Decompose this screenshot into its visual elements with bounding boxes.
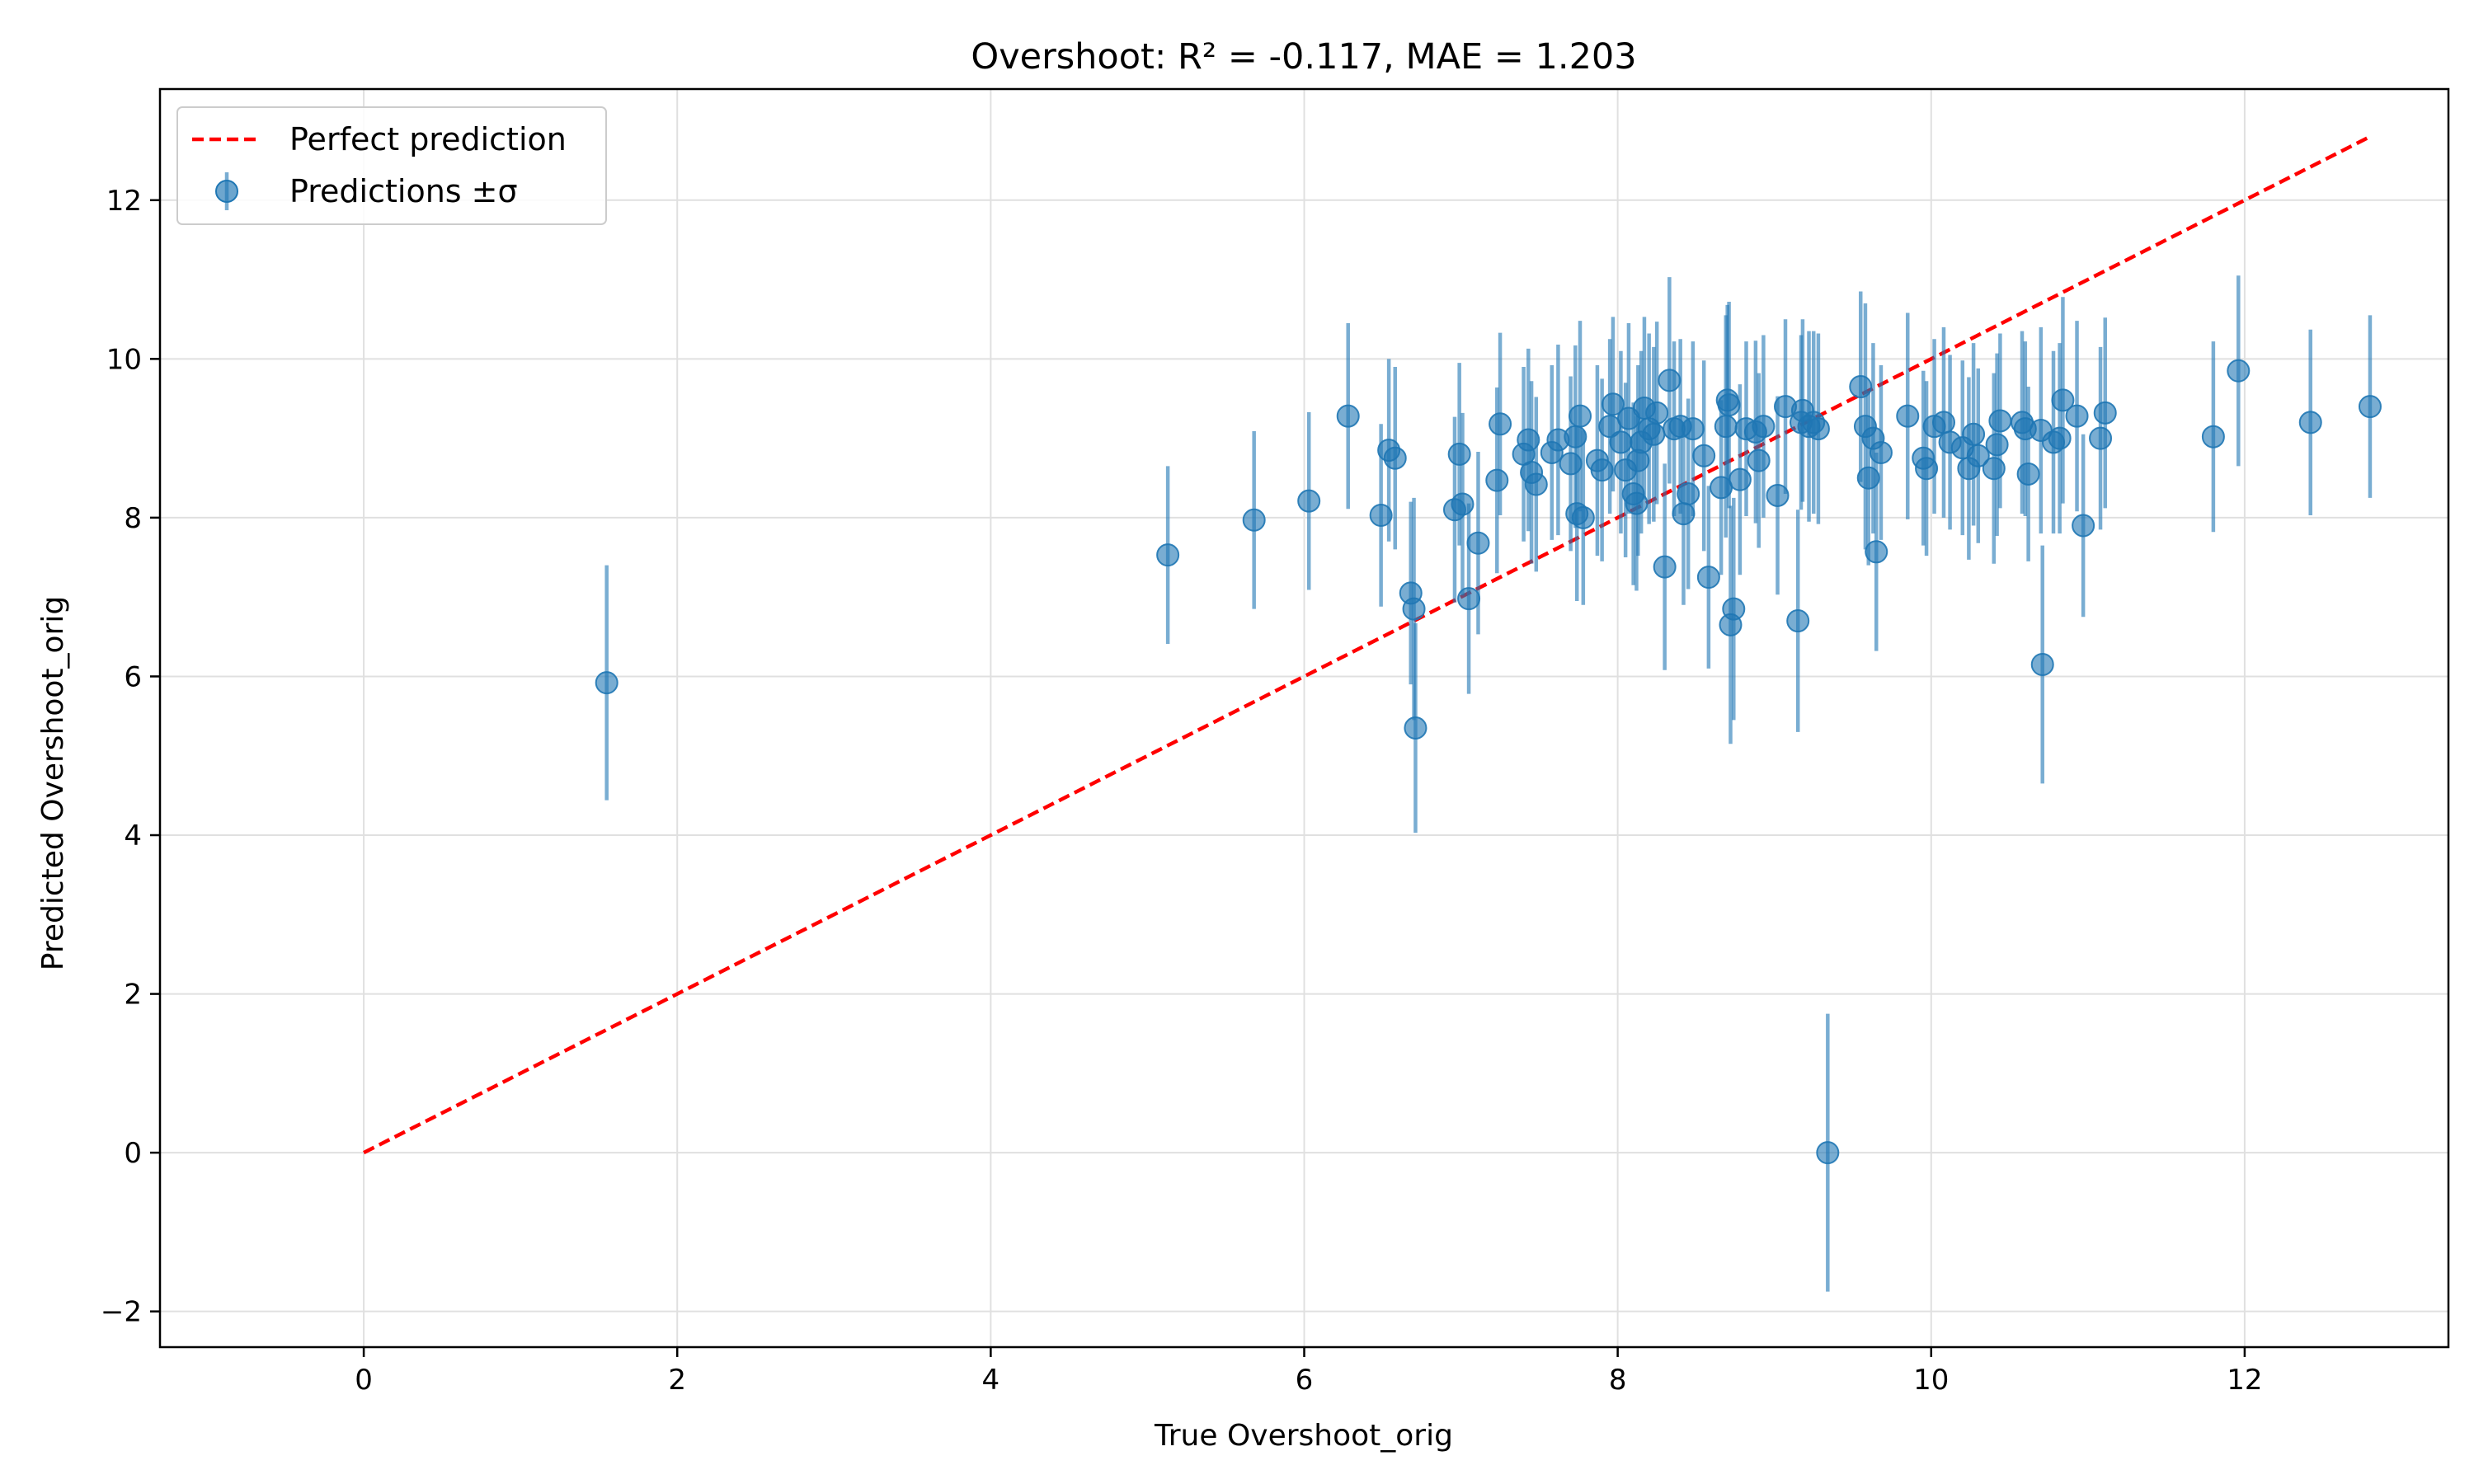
data-point bbox=[2016, 462, 2040, 486]
x-tick-label: 0 bbox=[355, 1364, 373, 1397]
data-point bbox=[1722, 597, 1746, 621]
data-point bbox=[1915, 457, 1939, 481]
legend-item-predictions: Predictions ±σ bbox=[289, 173, 518, 209]
legend: Perfect prediction Predictions ±σ bbox=[176, 106, 607, 225]
data-point bbox=[1672, 502, 1696, 526]
data-point bbox=[1856, 466, 1880, 490]
data-points-layer bbox=[595, 275, 2382, 1292]
data-point bbox=[1571, 505, 1595, 529]
x-tick-label: 10 bbox=[1913, 1364, 1949, 1397]
x-axis-title: True Overshoot_orig bbox=[1154, 1419, 1453, 1453]
data-point bbox=[1625, 491, 1649, 515]
legend-item-perfect-prediction: Perfect prediction bbox=[289, 121, 567, 157]
y-tick-label: 12 bbox=[106, 185, 142, 218]
y-axis-title: Predicted Overshoot_orig bbox=[36, 596, 70, 970]
data-point bbox=[1645, 401, 1669, 425]
data-point bbox=[1786, 609, 1810, 633]
data-point bbox=[1752, 415, 1776, 439]
data-point bbox=[1766, 483, 1790, 507]
data-point bbox=[1747, 448, 1771, 472]
data-point bbox=[1524, 472, 1548, 496]
data-point bbox=[1985, 433, 2009, 457]
data-point bbox=[1457, 587, 1481, 611]
data-point bbox=[2089, 426, 2113, 450]
data-point bbox=[1642, 422, 1666, 446]
data-point bbox=[1609, 430, 1633, 454]
data-point bbox=[1849, 375, 1873, 399]
data-point bbox=[1156, 543, 1180, 567]
data-point bbox=[1447, 442, 1471, 466]
data-point bbox=[1559, 452, 1583, 476]
data-point bbox=[595, 671, 618, 695]
data-point bbox=[1653, 555, 1677, 579]
data-point bbox=[1962, 422, 1986, 446]
y-tick-label: 6 bbox=[124, 660, 142, 693]
data-point bbox=[1728, 467, 1752, 491]
data-point bbox=[1658, 369, 1681, 392]
data-point bbox=[1564, 425, 1587, 448]
data-point bbox=[1466, 531, 1490, 555]
legend-box bbox=[176, 106, 607, 225]
data-point bbox=[1677, 482, 1700, 506]
x-tick-label: 12 bbox=[2227, 1364, 2262, 1397]
data-point bbox=[1865, 540, 1888, 564]
data-point bbox=[1696, 566, 1720, 589]
data-point bbox=[1569, 404, 1592, 428]
data-point bbox=[1336, 404, 1360, 428]
data-point bbox=[1988, 409, 2012, 433]
data-point bbox=[1966, 444, 1990, 467]
data-point bbox=[1485, 468, 1509, 492]
data-point bbox=[1717, 393, 1741, 417]
data-point bbox=[2051, 388, 2075, 412]
data-point bbox=[1451, 492, 1475, 516]
data-point bbox=[1404, 716, 1427, 740]
y-tick-label: 0 bbox=[124, 1137, 142, 1170]
y-tick-label: 8 bbox=[124, 502, 142, 535]
data-point bbox=[1489, 412, 1512, 436]
data-point bbox=[1896, 404, 1920, 428]
data-point bbox=[1692, 444, 1716, 467]
data-point bbox=[1369, 504, 1393, 528]
x-tick-label: 6 bbox=[1296, 1364, 1314, 1397]
reference-line-layer bbox=[363, 134, 2371, 1155]
axis-ticks: 0 2 4 6 8 10 12 −2 0 2 4 6 8 10 12 bbox=[101, 185, 2263, 1397]
data-point bbox=[2298, 411, 2322, 434]
data-point bbox=[2093, 401, 2117, 425]
y-tick-label: −2 bbox=[101, 1296, 142, 1329]
data-point bbox=[1242, 508, 1266, 532]
data-point bbox=[1601, 392, 1625, 416]
legend-marker-swatch bbox=[215, 180, 238, 203]
grid-lines bbox=[160, 89, 2448, 1347]
data-point bbox=[1402, 597, 1426, 621]
data-point bbox=[1590, 458, 1614, 482]
data-point bbox=[1383, 446, 1407, 470]
x-tick-label: 8 bbox=[1609, 1364, 1627, 1397]
data-point bbox=[2030, 653, 2054, 677]
data-point bbox=[1982, 457, 2006, 481]
data-point bbox=[2201, 425, 2225, 448]
data-point bbox=[1714, 415, 1738, 439]
data-point bbox=[1517, 428, 1540, 452]
perfect-prediction-line bbox=[363, 134, 2371, 1155]
data-point bbox=[1681, 417, 1705, 441]
y-tick-label: 2 bbox=[124, 979, 142, 1012]
data-point bbox=[1816, 1141, 1840, 1165]
x-tick-label: 4 bbox=[982, 1364, 1000, 1397]
data-point bbox=[2048, 426, 2072, 450]
y-tick-label: 4 bbox=[124, 819, 142, 852]
data-point bbox=[1297, 489, 1321, 513]
data-point bbox=[2065, 404, 2089, 428]
data-point bbox=[2358, 395, 2382, 419]
y-tick-label: 10 bbox=[106, 343, 142, 376]
chart-title: Overshoot: R² = -0.117, MAE = 1.203 bbox=[971, 36, 1636, 77]
data-point bbox=[2227, 359, 2251, 383]
data-point bbox=[1931, 411, 1955, 434]
data-point bbox=[1869, 440, 1893, 464]
data-point bbox=[2072, 514, 2095, 538]
x-tick-label: 2 bbox=[668, 1364, 686, 1397]
data-point bbox=[1806, 417, 1830, 441]
